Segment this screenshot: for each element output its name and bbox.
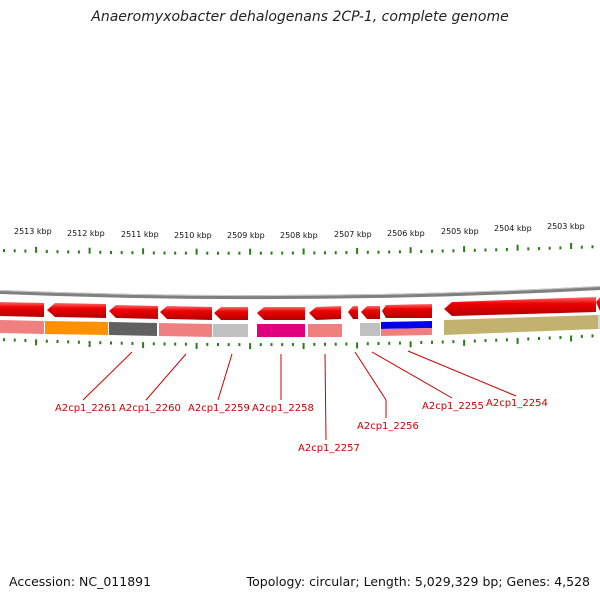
leader-line: [407, 350, 517, 397]
cds-arrow: [348, 306, 358, 319]
gene-label: A2cp1_2256: [357, 421, 419, 432]
cds-arrow: [109, 305, 158, 319]
category-block: [308, 324, 342, 337]
accession-text: Accession: NC_011891: [9, 574, 152, 589]
genome-summary: Topology: circular; Length: 5,029,329 bp…: [246, 574, 590, 589]
gene-label: A2cp1_2257: [298, 443, 360, 454]
category-block: [381, 321, 432, 329]
category-block: [45, 321, 108, 335]
category-block: [257, 324, 305, 337]
gene-label: A2cp1_2259: [188, 403, 250, 414]
cds-arrow: [596, 297, 600, 311]
gene-label: A2cp1_2261: [55, 403, 117, 414]
cds-arrow: [257, 307, 305, 320]
cds-arrow: [309, 306, 341, 320]
kbp-label: 2503 kbp: [547, 222, 585, 231]
gene-label: A2cp1_2254: [486, 398, 548, 409]
genome-backbone: [0, 286, 600, 300]
kbp-label: 2508 kbp: [280, 231, 318, 240]
kbp-label: 2512 kbp: [67, 229, 105, 238]
leader-line: [371, 351, 453, 399]
leader-lines: [82, 350, 517, 441]
lower-tick-row: [3, 334, 594, 350]
gene-label: A2cp1_2255: [422, 401, 484, 412]
gene-labels: A2cp1_2261 A2cp1_2260 A2cp1_2259 A2cp1_2…: [55, 398, 548, 454]
cds-arrow: [47, 303, 106, 318]
kbp-label: 2504 kbp: [494, 224, 532, 233]
gene-label: A2cp1_2260: [119, 403, 181, 414]
category-block: [159, 323, 212, 337]
upper-tick-row: [3, 243, 594, 255]
category-block: [360, 323, 380, 336]
category-block: [444, 315, 598, 335]
genome-backbone-highlight: [0, 286, 600, 297]
cds-arrow: [382, 304, 432, 318]
leader-line: [324, 353, 327, 441]
gene-label: A2cp1_2258: [252, 403, 314, 414]
leader-line: [354, 351, 387, 401]
cds-arrow: [160, 306, 212, 320]
category-track: [0, 315, 600, 337]
kbp-label: 2505 kbp: [441, 227, 479, 236]
kbp-label: 2507 kbp: [334, 230, 372, 239]
kbp-label: 2506 kbp: [387, 229, 425, 238]
cds-track: [0, 297, 600, 320]
category-block: [0, 320, 44, 334]
cds-arrow: [214, 307, 248, 320]
kbp-label: 2511 kbp: [121, 230, 159, 239]
leader-line: [145, 353, 187, 401]
kbp-label: 2513 kbp: [14, 227, 52, 236]
category-block: [213, 324, 248, 337]
kbp-label: 2509 kbp: [227, 231, 265, 240]
kbp-label: 2510 kbp: [174, 231, 212, 240]
cds-arrow: [361, 306, 380, 319]
kbp-scale: 2513 kbp 2512 kbp 2511 kbp 2510 kbp 2509…: [14, 222, 585, 240]
category-block: [381, 328, 432, 336]
leader-line: [217, 353, 233, 401]
leader-line: [82, 351, 133, 401]
category-block: [109, 322, 157, 336]
genome-title: Anaeromyxobacter dehalogenans 2CP-1, com…: [91, 9, 509, 25]
cds-arrow: [0, 302, 44, 317]
cds-arrow: [444, 297, 596, 316]
